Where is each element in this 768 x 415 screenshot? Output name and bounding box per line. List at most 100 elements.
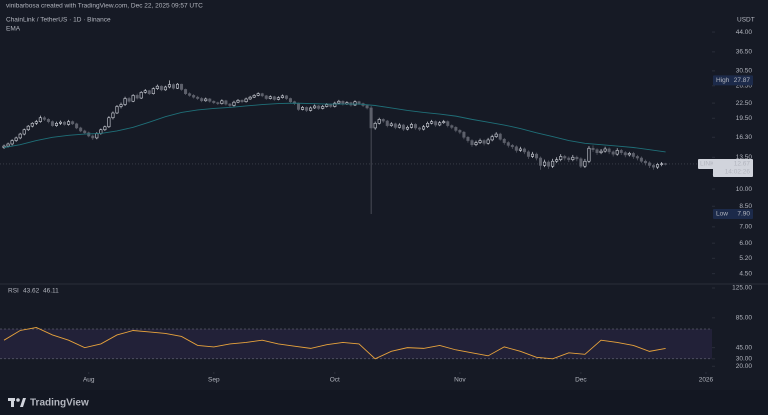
y-tick-label: 10.00 (736, 186, 753, 193)
candle-body (301, 107, 305, 110)
candle-body (502, 138, 506, 143)
candle-body (397, 124, 401, 128)
candle-body (71, 121, 75, 125)
candle-body (401, 124, 405, 130)
candle-body (46, 119, 50, 122)
countdown: 14:02:26 (725, 169, 751, 176)
candle-body (83, 130, 87, 134)
low-badge (713, 209, 753, 220)
candle-body (530, 153, 534, 157)
candle-body (79, 127, 83, 132)
currency: USDT (737, 17, 755, 24)
candle-body (220, 100, 224, 104)
candle-body (506, 142, 510, 146)
candle-body (510, 145, 514, 148)
candle-body (357, 101, 361, 104)
candle-body (615, 150, 619, 155)
candle-body (297, 103, 301, 110)
candle-body (337, 100, 341, 104)
candle-body (42, 117, 46, 120)
candle-body (292, 101, 296, 104)
low-badge-name: Low (716, 211, 728, 218)
candle-body (95, 133, 99, 139)
candle-body (63, 121, 67, 125)
candle-body (325, 104, 329, 107)
candle-body (67, 121, 71, 125)
candle-body (38, 117, 42, 122)
candle-body (603, 148, 607, 152)
candle-body (6, 143, 10, 147)
candle-body (151, 88, 155, 94)
candle-body (10, 140, 14, 145)
candle-body (276, 97, 280, 100)
candle-body (458, 130, 462, 133)
candle-body (377, 119, 381, 124)
candle-body (526, 151, 530, 157)
ema-line (3, 102, 666, 153)
y-tick-label: 36.50 (736, 49, 753, 56)
candle-body (18, 133, 22, 139)
candle-body (535, 153, 539, 159)
y-tick-label: 20.00 (736, 363, 753, 370)
candle-body (131, 95, 135, 102)
candle-body (135, 95, 139, 99)
candle-body (583, 160, 587, 167)
candle-body (514, 146, 518, 151)
high-badge-name: High (716, 77, 730, 84)
rsi-label: RSI (8, 288, 19, 295)
high-badge (713, 75, 753, 86)
candle-body (389, 123, 393, 126)
footer (0, 390, 768, 415)
candle-body (34, 121, 38, 124)
candle-body (385, 120, 389, 126)
y-tick-label: 125.00 (732, 285, 752, 292)
candle-body (317, 105, 321, 109)
candle-body (539, 157, 543, 166)
candle-body (256, 93, 260, 96)
candle-body (438, 122, 442, 126)
candle-body (373, 122, 377, 129)
y-tick-label: 7.00 (739, 224, 752, 231)
candle-body (442, 121, 446, 124)
candle-body (656, 164, 660, 168)
candle-body (478, 140, 482, 143)
candle-body (208, 98, 212, 102)
candle-body (498, 133, 502, 140)
candle-body (321, 106, 325, 109)
candle-body (635, 156, 639, 159)
candle-body (119, 104, 123, 107)
candle-body (87, 132, 91, 137)
candle-body (216, 102, 220, 104)
candle-body (268, 96, 272, 99)
candle-body (639, 157, 643, 162)
candle-body (171, 84, 175, 89)
candle-body (107, 117, 111, 128)
candle-body (309, 107, 313, 111)
candle-body (127, 98, 131, 102)
candle-body (75, 123, 79, 129)
candle-body (466, 136, 470, 141)
candle-body (518, 148, 522, 151)
candle-body (163, 86, 167, 91)
x-tick-label: Sep (208, 377, 220, 384)
candle-body (353, 101, 357, 106)
y-tick-label: 85.00 (736, 315, 753, 322)
candle-body (284, 95, 288, 99)
candle-body (204, 98, 208, 102)
brand: TradingView (30, 398, 89, 409)
candle-body (494, 133, 498, 137)
y-tick-label: 6.00 (739, 240, 752, 247)
candle-body (139, 92, 143, 99)
candle-body (575, 156, 579, 160)
candle-body (260, 93, 264, 97)
candle-body (224, 100, 228, 105)
candle-body (212, 100, 216, 103)
candle-body (143, 90, 147, 93)
candle-body (365, 105, 369, 109)
candle-body (571, 156, 575, 160)
candle-body (54, 122, 58, 126)
candle-body (409, 124, 413, 128)
candle-body (26, 125, 30, 131)
candle-body (280, 95, 284, 98)
